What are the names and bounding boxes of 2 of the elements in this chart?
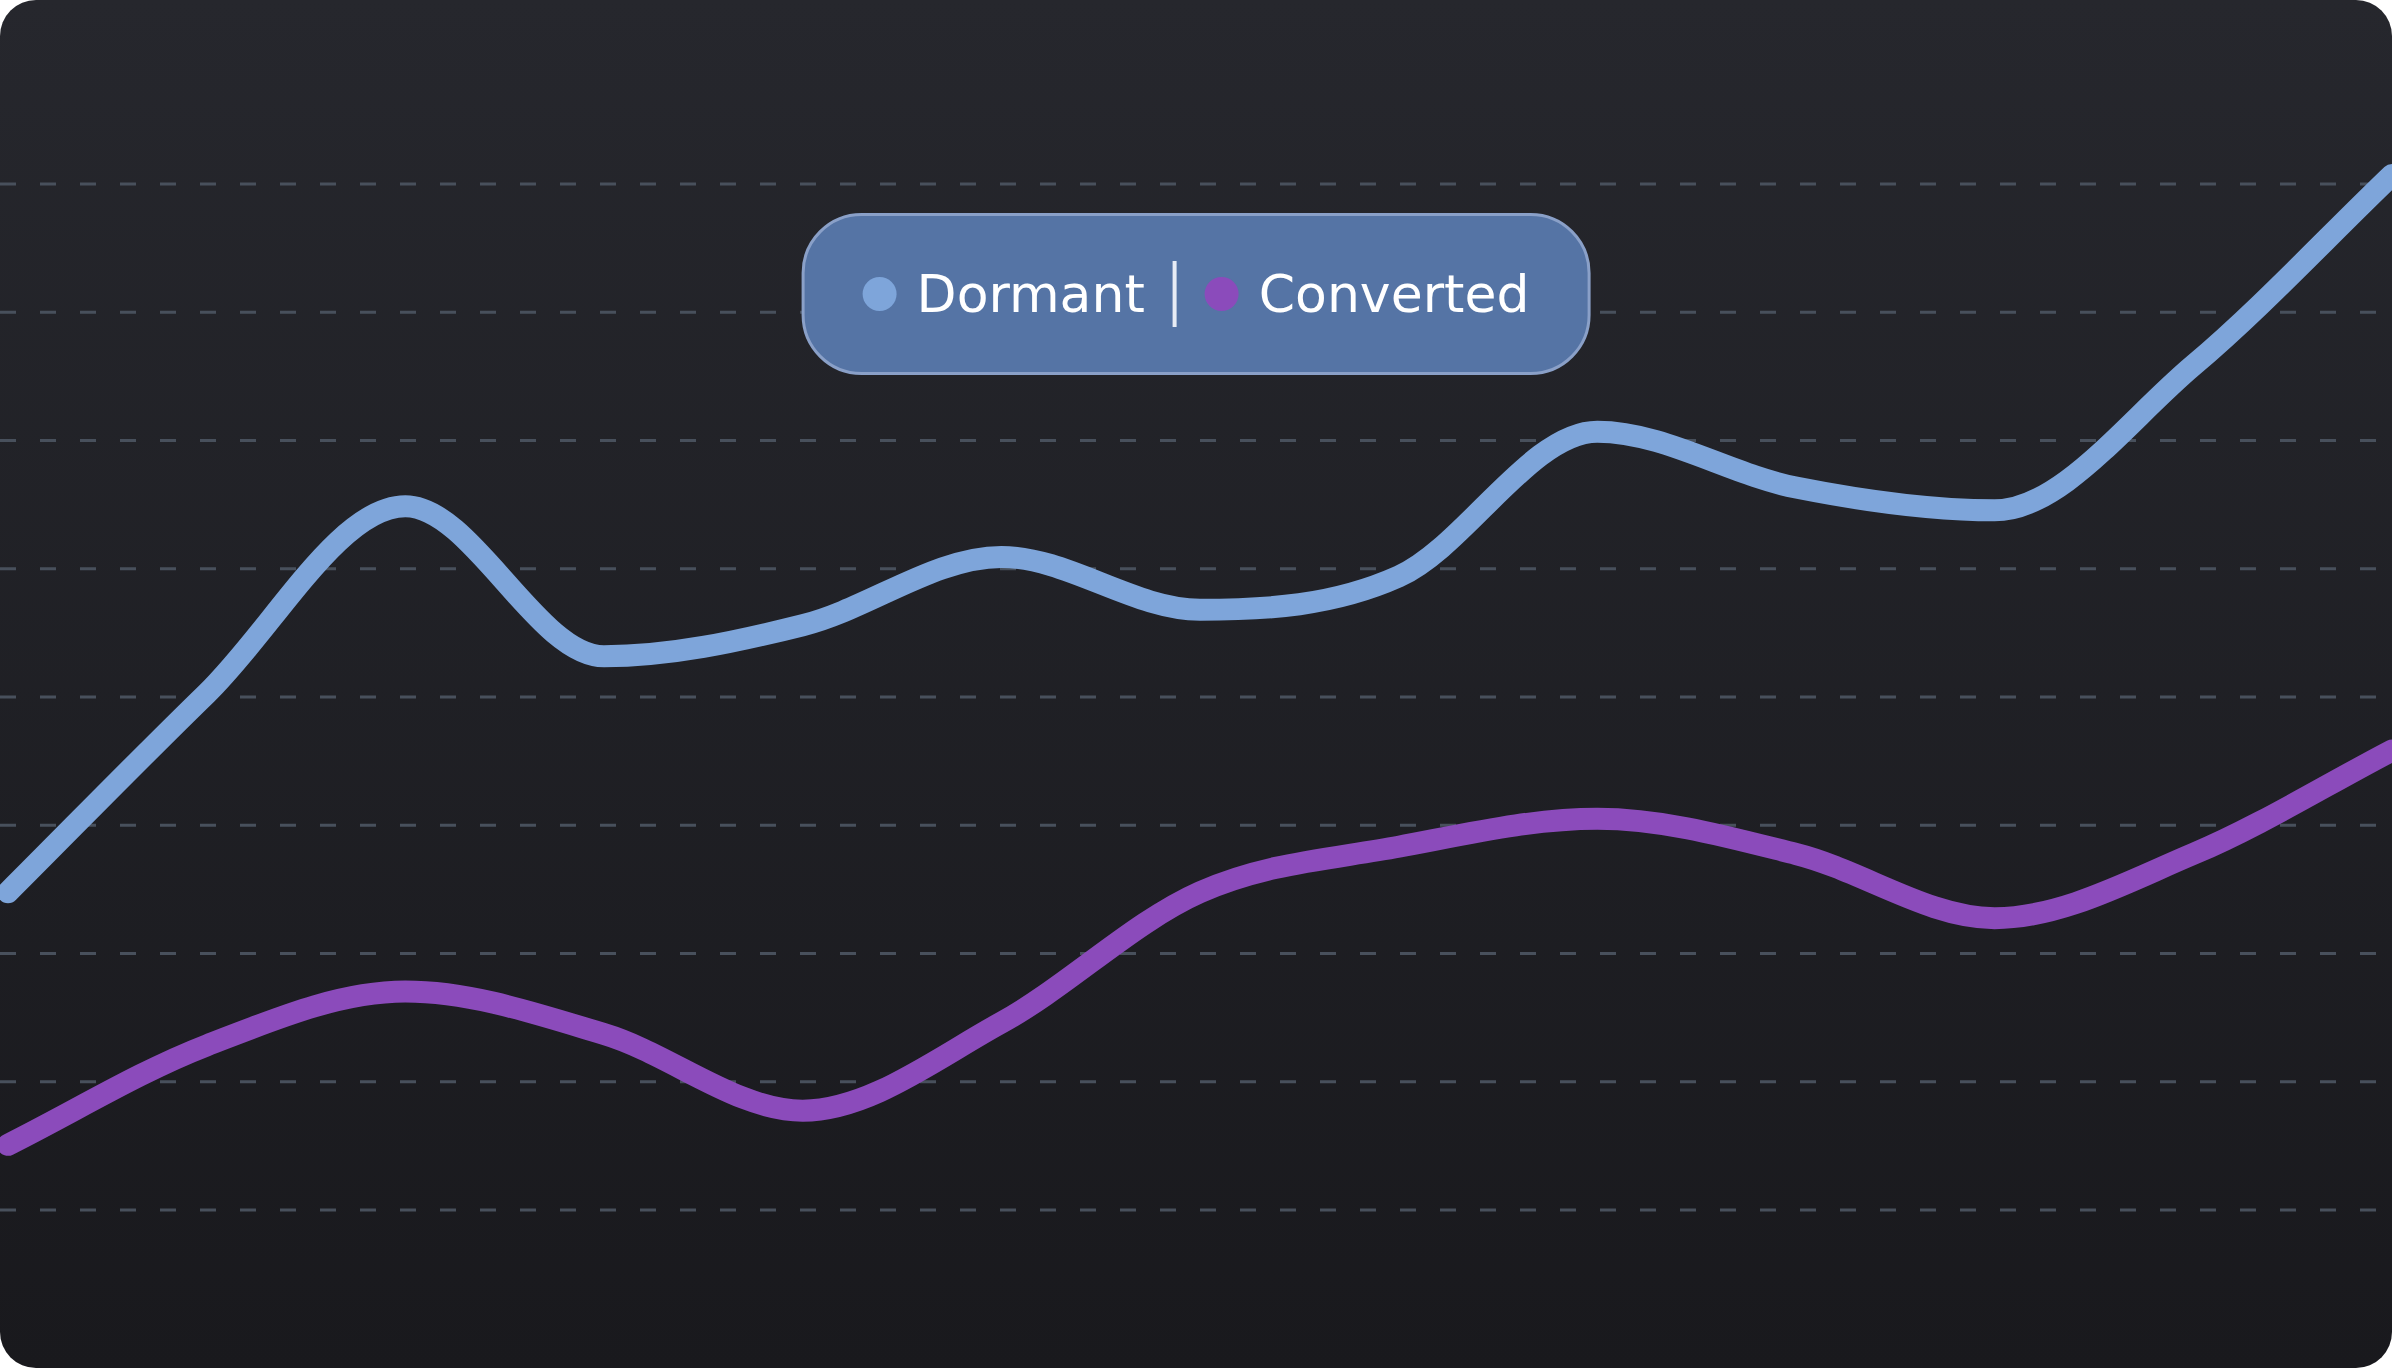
legend-label: Converted <box>1258 264 1530 324</box>
legend-label: Dormant <box>916 264 1145 324</box>
